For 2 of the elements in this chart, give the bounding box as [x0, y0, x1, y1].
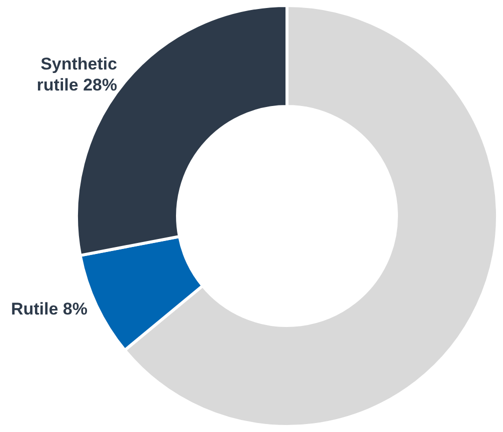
slice-label: Rutile 8%	[10, 300, 88, 319]
slice-label: Synthetic rutile 28%	[36, 54, 118, 95]
